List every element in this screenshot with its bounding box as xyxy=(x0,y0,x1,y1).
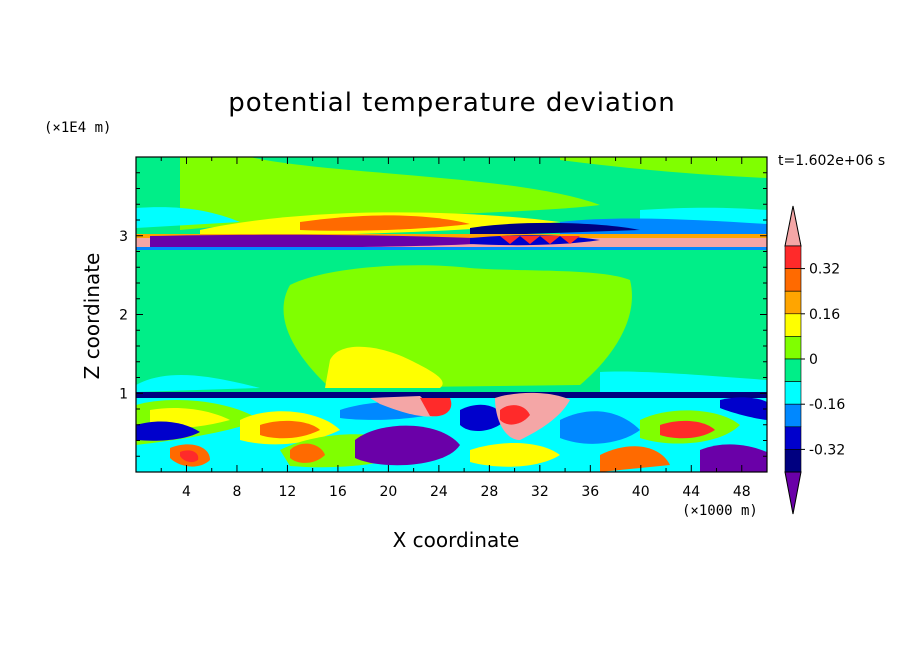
x-axis-label: X coordinate xyxy=(392,528,520,552)
chart-title: potential temperature deviation xyxy=(228,88,676,118)
colorbar: 0.32 0.16 0 -0.16 -0.32 xyxy=(784,205,845,515)
contour-field xyxy=(136,157,767,472)
y-axis-ticks: 1 2 3 xyxy=(119,172,767,457)
x-axis-multiplier: (×1000 m) xyxy=(682,503,758,519)
x-axis-ticks: 4 8 12 16 20 24 28 32 36 40 44 48 xyxy=(160,157,751,500)
colorbar-tick-label: -0.16 xyxy=(809,397,845,413)
x-tick-label: 16 xyxy=(329,484,347,500)
x-tick-label: 32 xyxy=(531,484,549,500)
y-tick-label: 2 xyxy=(119,308,128,324)
colorbar-level xyxy=(784,245,802,269)
x-tick-label: 48 xyxy=(733,484,751,500)
x-tick-label: 4 xyxy=(182,484,191,500)
x-tick-label: 12 xyxy=(279,484,297,500)
colorbar-level xyxy=(784,313,802,337)
colorbar-level xyxy=(784,358,802,382)
x-tick-label: 8 xyxy=(232,484,241,500)
y-axis-multiplier: (×1E4 m) xyxy=(44,120,112,136)
x-tick-label: 20 xyxy=(379,484,397,500)
x-tick-label: 36 xyxy=(581,484,599,500)
colorbar-bottom-arrow xyxy=(784,471,802,515)
y-tick-label: 1 xyxy=(119,386,128,402)
colorbar-level xyxy=(784,290,802,315)
x-tick-label: 28 xyxy=(480,484,498,500)
colorbar-level xyxy=(784,268,802,292)
x-tick-label: 24 xyxy=(430,484,448,500)
colorbar-tick-label: -0.32 xyxy=(809,442,845,458)
x-tick-label: 40 xyxy=(632,484,650,500)
colorbar-level xyxy=(784,426,802,450)
colorbar-level xyxy=(784,449,802,473)
colorbar-tick-label: 0 xyxy=(809,352,818,368)
y-tick-label: 3 xyxy=(119,229,128,245)
time-label: t=1.602e+06 s xyxy=(778,153,886,169)
colorbar-tick-label: 0.32 xyxy=(809,262,840,278)
colorbar-tick-label: 0.16 xyxy=(809,307,840,323)
colorbar-level xyxy=(784,336,802,360)
colorbar-level xyxy=(784,403,802,428)
colorbar-top-arrow xyxy=(784,205,802,247)
x-tick-label: 44 xyxy=(682,484,700,500)
colorbar-level xyxy=(784,381,802,405)
